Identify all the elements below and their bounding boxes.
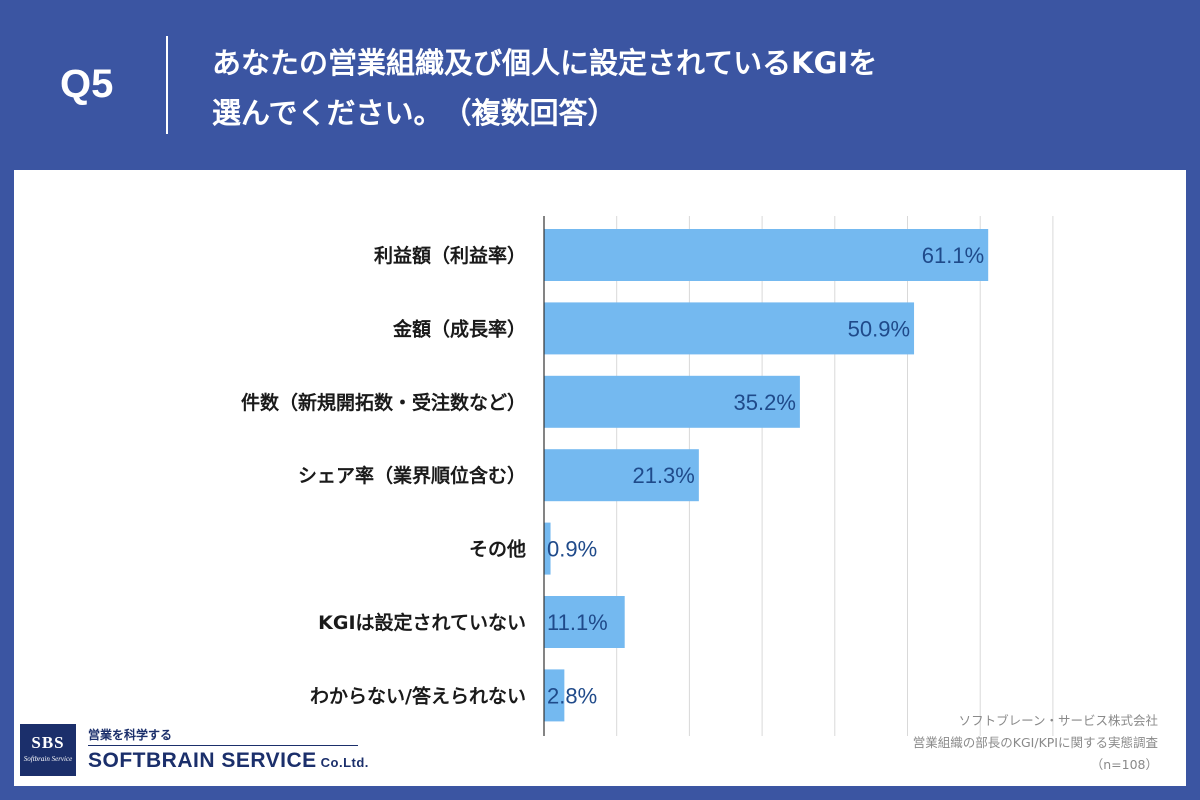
question-number: Q5 (60, 62, 114, 106)
logo-tagline: 営業を科学する (88, 728, 173, 742)
bar (544, 375, 800, 428)
source-survey: 営業組織の部長のKGI/KPIに関する実態調査 (912, 735, 1158, 750)
value-label: 21.3% (632, 463, 694, 488)
value-label: 50.9% (848, 316, 910, 341)
category-label: その他 (469, 538, 526, 561)
bar (544, 302, 915, 355)
logo-company-name-text: SOFTBRAIN SERVICE (88, 749, 317, 772)
value-label: 61.1% (922, 243, 984, 268)
category-label: KGIは設定されていない (318, 611, 526, 634)
value-label: 0.9% (547, 537, 597, 562)
logo-rule (88, 745, 358, 746)
chart-panel: 利益額（利益率） 61.1% 金額（成長率） 50.9% 件数（新規開拓数・受注数など）… (14, 170, 1186, 786)
bar (544, 522, 551, 575)
logo-company-name: SOFTBRAIN SERVICE Co.Ltd. (88, 749, 369, 773)
source-company: ソフトブレーン・サービス株式会社 (958, 713, 1158, 728)
bar (544, 229, 989, 281)
bar (544, 669, 565, 722)
sample-size: （n=108） (1090, 757, 1158, 772)
question-header: Q5 あなたの営業組織及び個人に設定されているKGIを 選んでください。 （複数… (0, 0, 1200, 170)
company-logo: SBS Softbrain Service 営業を科学する SOFTBRAIN … (20, 718, 368, 784)
logo-abbr: SBS (31, 733, 65, 752)
category-label: わからない/答えられない (310, 684, 526, 707)
logo-mark: SBS Softbrain Service (20, 724, 76, 776)
category-label: 利益額（利益率） (374, 244, 526, 267)
category-label: 件数（新規開拓数・受注数など） (241, 391, 526, 414)
bar (544, 449, 699, 502)
value-label: 35.2% (734, 390, 796, 415)
bar-chart: 利益額（利益率） 61.1% 金額（成長率） 50.9% 件数（新規開拓数・受注数など）… (241, 216, 1054, 736)
question-title: あなたの営業組織及び個人に設定されているKGIを 選んでください。 （複数回答） (212, 38, 1152, 138)
bar (544, 596, 625, 648)
category-label: シェア率（業界順位含む） (298, 464, 526, 487)
source-note: ソフトブレーン・サービス株式会社 営業組織の部長のKGI/KPIに関する実態調査… (913, 710, 1158, 776)
header-divider (166, 36, 168, 134)
value-label: 11.1% (547, 610, 608, 635)
value-label: 2.8% (547, 683, 597, 708)
question-title-line-1: あなたの営業組織及び個人に設定されているKGIを (212, 46, 878, 80)
question-title-line-2: 選んでください。 （複数回答） (212, 96, 617, 130)
logo-script: Softbrain Service (23, 755, 73, 763)
logo-company-suffix: Co.Ltd. (320, 755, 369, 770)
category-label: 金額（成長率） (392, 317, 526, 340)
